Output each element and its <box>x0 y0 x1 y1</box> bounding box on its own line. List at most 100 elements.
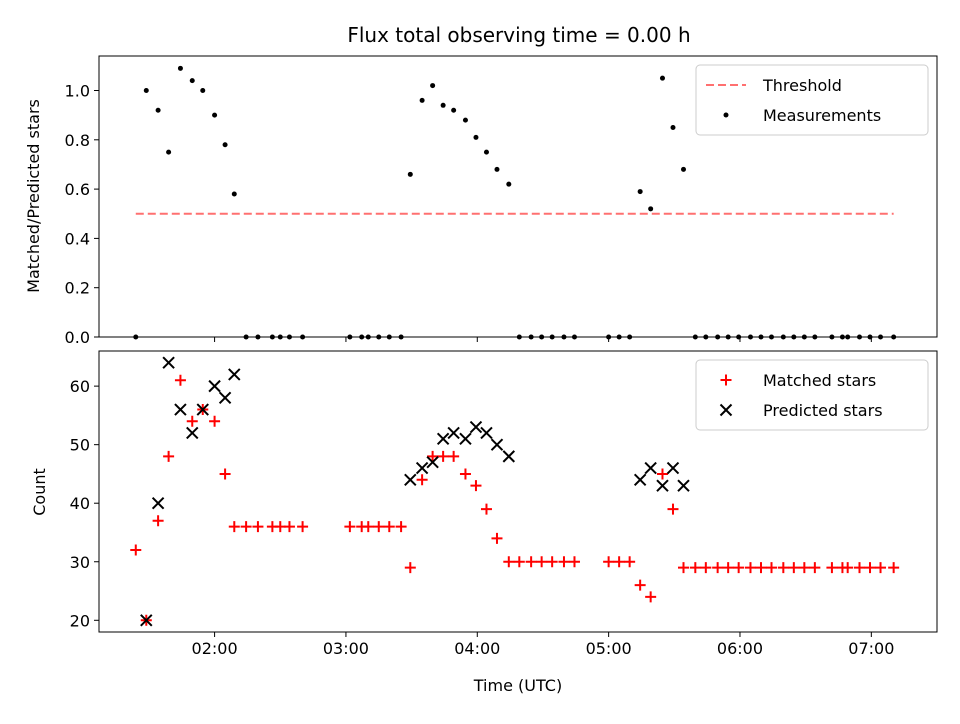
bottom-matched-stars-point <box>186 415 198 427</box>
bottom-matched-stars-point <box>568 556 580 568</box>
bottom-legend-box <box>695 359 929 431</box>
top-measurements-point <box>670 124 676 130</box>
bottom-matched-stars-point <box>788 562 800 574</box>
bottom-matched-stars-point <box>645 591 657 603</box>
bottom-y-tick-label: 60 <box>70 377 90 396</box>
bottom-predicted-stars-point <box>415 461 429 475</box>
top-measurements-point <box>483 149 489 155</box>
bottom-predicted-stars-point <box>162 356 175 369</box>
bottom-matched-stars-point <box>722 562 734 574</box>
bottom-matched-stars-point <box>525 556 537 568</box>
top-measurements-point <box>212 112 218 118</box>
bottom-matched-stars-point <box>404 562 416 574</box>
bottom-y-tick-label: 30 <box>70 553 90 572</box>
bottom-matched-stars-point <box>667 503 679 515</box>
bottom-matched-stars-point <box>297 521 309 533</box>
top-measurements-point <box>200 88 206 94</box>
bottom-matched-stars-point <box>656 468 668 480</box>
bottom-matched-stars-point <box>733 562 745 574</box>
bottom-matched-stars-point <box>437 450 449 462</box>
bottom-y-tick-label: 40 <box>70 494 90 513</box>
top-y-tick-label: 0.4 <box>65 229 90 248</box>
top-measurements-point <box>155 107 161 113</box>
bottom-matched-stars-point <box>174 374 186 386</box>
bottom-matched-stars-point <box>755 562 767 574</box>
bottom-predicted-stars-point <box>502 450 516 463</box>
bottom-y-tick-label: 20 <box>70 611 90 630</box>
bottom-matched-stars-point <box>416 474 428 486</box>
bottom-predicted-stars-point <box>436 432 450 446</box>
top-y-tick-label: 0.2 <box>65 279 90 298</box>
top-measurements-point <box>189 78 195 84</box>
bottom-y-axis-label: Count <box>30 468 49 516</box>
bottom-panel: 02:00 03:00 04:00 05:00 06:00 07:00 20 30 40 50 60… <box>70 350 938 658</box>
top-measurements-point <box>637 189 643 195</box>
bottom-matched-stars-point <box>362 521 374 533</box>
top-measurements-point <box>419 97 425 103</box>
bottom-matched-stars-point <box>689 562 701 574</box>
bottom-predicted-stars-point <box>656 479 669 492</box>
bottom-matched-stars-point <box>395 521 407 533</box>
top-y-tick-label: 0.0 <box>65 328 90 347</box>
top-measurements-point <box>462 117 468 123</box>
bottom-predicted-stars-point <box>490 438 504 451</box>
bottom-x-tick-label: 02:00 <box>192 639 238 658</box>
top-measurements-point <box>166 149 172 155</box>
top-legend-measurements-label: Measurements <box>763 106 881 125</box>
bottom-predicted-stars-point <box>151 497 165 510</box>
top-measurements-point <box>177 65 183 71</box>
bottom-x-tick-label: 06:00 <box>717 639 763 658</box>
bottom-matched-stars-point <box>798 562 810 574</box>
bottom-matched-stars-point <box>470 480 482 492</box>
bottom-matched-stars-point <box>491 532 503 544</box>
bottom-matched-stars-point <box>448 450 460 462</box>
top-measurements-point <box>451 107 457 113</box>
top-legend-box <box>695 64 929 136</box>
bottom-legend-matched-stars-label: Matched stars <box>763 371 876 390</box>
top-panel: 0.0 0.2 0.4 0.6 0.8 1.0 Threshold Measurements <box>65 55 938 347</box>
bottom-matched-stars-point <box>558 556 570 568</box>
bottom-predicted-stars-point <box>208 379 221 393</box>
bottom-predicted-stars-point <box>186 426 199 440</box>
top-plot-frame <box>98 55 938 338</box>
bottom-matched-stars-point <box>700 562 712 574</box>
top-measurements-point <box>473 134 479 140</box>
bottom-matched-stars-point <box>744 562 756 574</box>
bottom-matched-stars-point <box>854 562 866 574</box>
bottom-plot-frame <box>98 350 938 633</box>
bottom-x-tick-label: 04:00 <box>454 639 500 658</box>
bottom-matched-stars-point <box>383 521 395 533</box>
bottom-predicted-stars-point <box>218 391 232 405</box>
top-y-tick-label: 0.6 <box>65 180 90 199</box>
bottom-predicted-stars-point <box>666 461 680 475</box>
bottom-predicted-stars-point <box>140 614 153 627</box>
top-y-tick-label: 0.8 <box>65 131 90 150</box>
bottom-legend-matched-stars-swatch <box>720 374 732 386</box>
bottom-predicted-stars-point <box>228 368 241 381</box>
bottom-matched-stars-point <box>513 556 525 568</box>
top-measurements-point <box>143 88 149 94</box>
bottom-x-tick-label: 03:00 <box>323 639 369 658</box>
bottom-matched-stars-point <box>219 468 231 480</box>
bottom-legend: Matched stars Predicted stars <box>695 359 929 431</box>
top-measurements-point <box>494 166 500 172</box>
bottom-matched-stars-point <box>875 562 887 574</box>
bottom-matched-stars-point <box>864 562 876 574</box>
x-axis-label: Time (UTC) <box>473 676 562 695</box>
bottom-matched-stars-point <box>624 556 636 568</box>
bottom-matched-stars-point <box>373 521 385 533</box>
top-legend-measurements-swatch <box>723 112 729 118</box>
bottom-matched-stars-point <box>888 562 900 574</box>
bottom-y-tick-label: 50 <box>70 436 90 455</box>
bottom-matched-stars-point <box>130 544 142 556</box>
bottom-matched-stars-point <box>480 503 492 515</box>
bottom-matched-stars-point <box>546 556 558 568</box>
bottom-predicted-stars-point <box>644 461 657 475</box>
top-measurements-point <box>430 83 436 89</box>
bottom-matched-stars-point <box>603 556 615 568</box>
bottom-matched-stars-point <box>459 468 471 480</box>
bottom-x-tick-label: 05:00 <box>586 639 632 658</box>
bottom-predicted-stars-point <box>447 426 460 440</box>
bottom-predicted-stars-point <box>404 473 417 486</box>
